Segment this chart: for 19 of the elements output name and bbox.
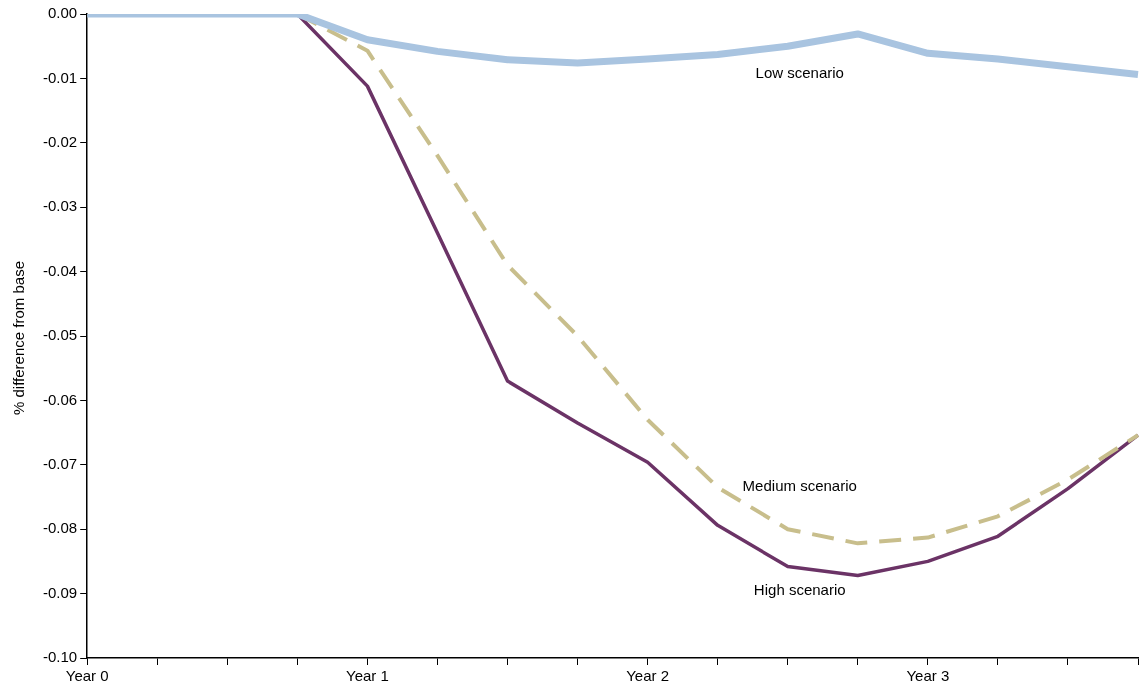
x-tick-label: Year 2 xyxy=(626,667,670,685)
series-label: Medium scenario xyxy=(742,477,857,495)
y-tick-label: -0.03 xyxy=(42,197,78,215)
y-tick-label: -0.07 xyxy=(42,454,78,472)
x-tick-label: Year 1 xyxy=(345,667,389,685)
y-tick-label: -0.05 xyxy=(42,326,78,344)
y-tick-label: -0.01 xyxy=(42,68,78,86)
y-tick-label: -0.09 xyxy=(42,583,78,601)
y-tick-label: 0.00 xyxy=(47,4,78,22)
x-tick-label: Year 0 xyxy=(65,667,109,685)
series-label: High scenario xyxy=(753,580,846,598)
y-tick-label: -0.06 xyxy=(42,390,78,408)
series-label: Low scenario xyxy=(755,64,844,82)
y-tick-label: -0.02 xyxy=(42,132,78,150)
y-axis-title: % difference from base xyxy=(9,261,27,415)
x-tick-label: Year 3 xyxy=(906,667,950,685)
y-tick-label: -0.10 xyxy=(42,648,78,666)
y-tick-label: -0.08 xyxy=(42,519,78,537)
y-tick-label: -0.04 xyxy=(42,261,78,279)
